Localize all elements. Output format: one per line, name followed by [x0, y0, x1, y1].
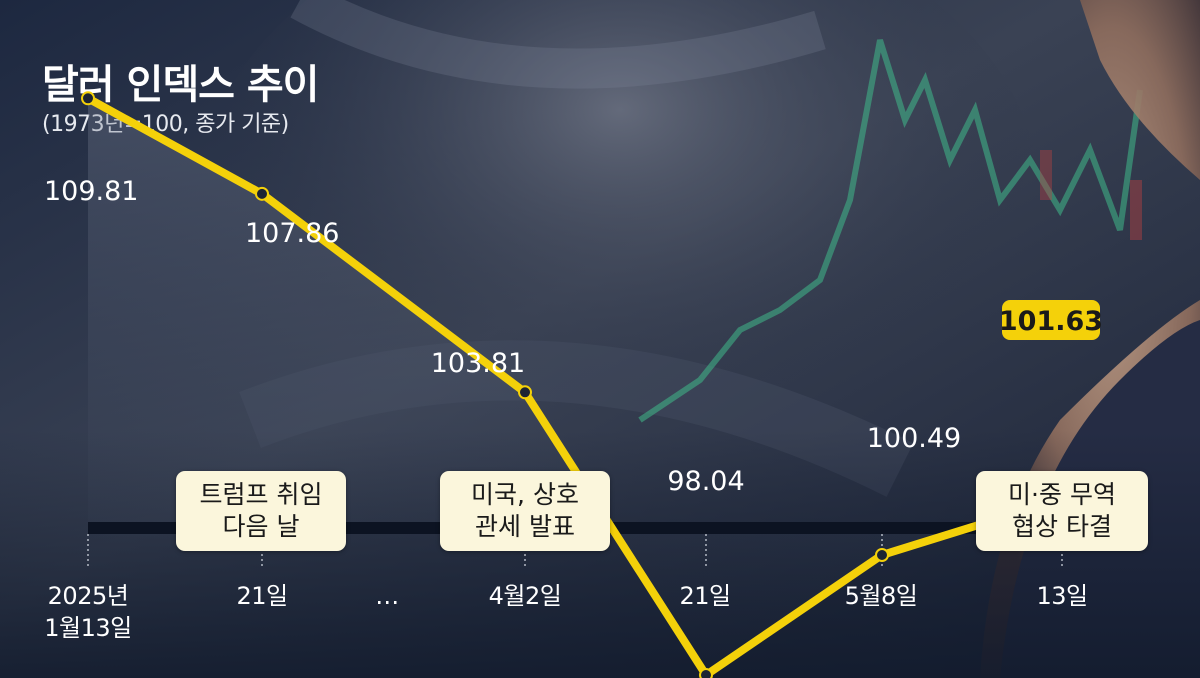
event-reciprocal-tariffs: 미국, 상호 관세 발표 — [440, 471, 610, 551]
data-point-1 — [255, 186, 269, 201]
line-segment-3 — [702, 550, 886, 678]
chart-subtitle: (1973년=100, 종가 기준) — [42, 112, 289, 137]
event-trade-deal-line2: 협상 타결 — [1012, 512, 1112, 541]
x-label-apr21: 21일 — [679, 582, 731, 610]
data-point-4 — [875, 547, 889, 562]
x-label-gap: … — [375, 582, 399, 610]
x-label-2025-jan13: 2025년 1월13일 — [40, 580, 136, 644]
event-trade-deal-line1: 미·중 무역 — [1008, 480, 1116, 509]
data-label-0: 109.81 — [44, 176, 138, 207]
x-label-may13: 13일 — [1036, 582, 1088, 610]
data-points — [81, 91, 889, 678]
line-segment-1 — [258, 189, 529, 397]
event-reciprocal-tariffs-line1: 미국, 상호 — [471, 480, 579, 509]
data-labels: 109.81 107.86 103.81 98.04 100.49 101.63 — [44, 176, 1103, 497]
x-label-jan13: 1월13일 — [44, 614, 132, 642]
x-label-apr2: 4월2일 — [488, 582, 562, 610]
data-point-2 — [518, 385, 532, 400]
event-inauguration-line1: 트럼프 취임 — [199, 480, 323, 509]
event-reciprocal-tariffs-line2: 관세 발표 — [475, 512, 575, 541]
x-label-year: 2025년 — [47, 582, 129, 610]
data-point-3 — [699, 668, 713, 678]
data-label-3: 98.04 — [667, 466, 744, 497]
data-point-0 — [81, 91, 95, 106]
data-label-2: 103.81 — [431, 348, 525, 379]
x-label-may8: 5월8일 — [844, 582, 918, 610]
x-label-jan21: 21일 — [236, 582, 288, 610]
highlight-badge — [1002, 300, 1100, 340]
data-label-5: 101.63 — [999, 306, 1103, 337]
line-segment-0 — [84, 94, 266, 198]
data-label-1: 107.86 — [245, 218, 339, 249]
data-label-4: 100.49 — [867, 423, 961, 454]
line-segment-2 — [521, 388, 710, 678]
event-inauguration: 트럼프 취임 다음 날 — [176, 471, 346, 551]
event-inauguration-line2: 다음 날 — [222, 512, 300, 541]
event-trade-deal: 미·중 무역 협상 타결 — [976, 471, 1148, 551]
